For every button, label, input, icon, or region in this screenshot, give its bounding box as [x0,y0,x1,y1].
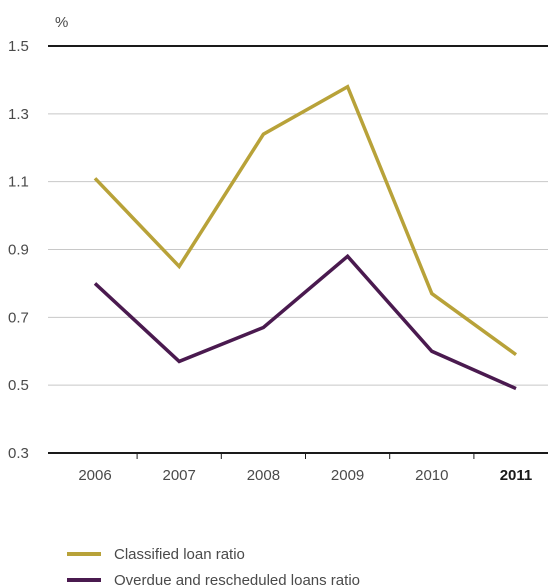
x-tick-label: 2006 [78,467,111,484]
x-tick-label: 2007 [163,467,196,484]
grid-lines [48,45,548,454]
x-tick-label: 2011 [500,467,533,484]
y-tick-label: 0.3 [8,445,29,462]
y-tick-label: 1.1 [8,174,29,191]
y-axis-ticks: 0.3 0.5 0.7 0.9 1.1 1.3 1.5 [8,38,29,462]
legend: Classified loan ratio Overdue and resched… [67,546,360,587]
x-tick-label: 2008 [247,467,280,484]
x-axis-ticks: 2006 2007 2008 2009 2010 2011 [78,453,532,484]
legend-label: Classified loan ratio [114,546,245,563]
series-line-2 [93,253,517,391]
y-tick-label: 0.9 [8,242,29,259]
y-axis-unit-label: % [55,14,68,31]
y-tick-label: 1.5 [8,38,29,55]
x-tick-label: 2010 [415,467,448,484]
x-tick-label: 2009 [331,467,364,484]
y-tick-label: 0.5 [8,377,29,394]
series-lines [93,84,518,391]
y-tick-label: 1.3 [8,106,29,123]
series-line-1 [93,84,518,357]
y-tick-label: 0.7 [8,309,29,326]
legend-label: Overdue and rescheduled loans ratio [114,572,360,587]
